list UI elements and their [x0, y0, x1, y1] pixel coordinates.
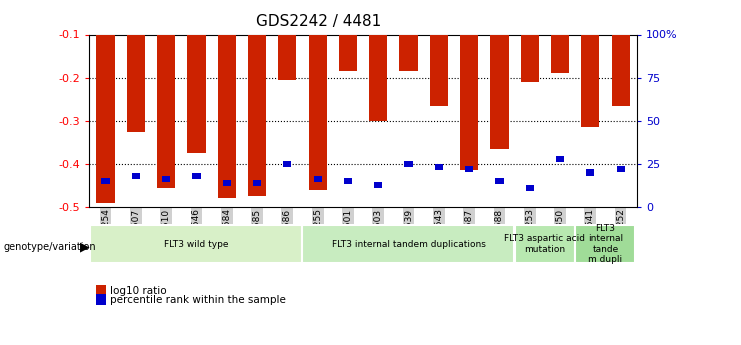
Bar — [551, 0, 569, 73]
Bar — [218, 0, 236, 198]
Bar — [556, 156, 564, 162]
FancyBboxPatch shape — [575, 225, 635, 263]
Bar — [127, 0, 145, 131]
Text: FLT3 aspartic acid
mutation: FLT3 aspartic acid mutation — [505, 234, 585, 254]
Bar — [223, 180, 231, 186]
Bar — [157, 0, 176, 188]
Bar — [525, 185, 534, 191]
Bar — [96, 0, 115, 203]
Text: FLT3 internal tandem duplications: FLT3 internal tandem duplications — [331, 239, 485, 249]
Bar — [248, 0, 266, 196]
Bar — [617, 166, 625, 172]
Text: ▶: ▶ — [80, 240, 90, 253]
Text: GDS2242 / 4481: GDS2242 / 4481 — [256, 14, 382, 29]
Bar — [339, 0, 357, 71]
Bar — [344, 178, 352, 184]
Bar — [399, 0, 418, 71]
Bar — [283, 161, 291, 167]
Bar — [102, 178, 110, 184]
Bar — [495, 178, 503, 184]
Bar — [581, 0, 599, 127]
FancyBboxPatch shape — [302, 225, 514, 263]
Text: percentile rank within the sample: percentile rank within the sample — [110, 295, 285, 305]
Bar — [374, 181, 382, 188]
Text: FLT3
internal
tande
m dupli: FLT3 internal tande m dupli — [588, 224, 623, 264]
Bar — [491, 0, 508, 149]
Bar — [279, 0, 296, 80]
Bar — [187, 0, 205, 153]
Bar — [586, 169, 594, 176]
Bar — [611, 0, 630, 106]
Bar — [369, 0, 388, 121]
Bar — [132, 173, 140, 179]
Bar — [521, 0, 539, 82]
Bar — [460, 0, 478, 170]
Bar — [193, 173, 201, 179]
Text: log10 ratio: log10 ratio — [110, 286, 166, 296]
FancyBboxPatch shape — [90, 225, 302, 263]
FancyBboxPatch shape — [514, 225, 574, 263]
Bar — [435, 164, 443, 170]
Bar — [253, 180, 261, 186]
Bar — [430, 0, 448, 106]
Bar — [308, 0, 327, 190]
Text: genotype/variation: genotype/variation — [4, 242, 96, 252]
Bar — [405, 161, 413, 167]
Bar — [313, 176, 322, 183]
Bar — [465, 166, 473, 172]
Text: FLT3 wild type: FLT3 wild type — [165, 239, 229, 249]
Bar — [162, 176, 170, 183]
